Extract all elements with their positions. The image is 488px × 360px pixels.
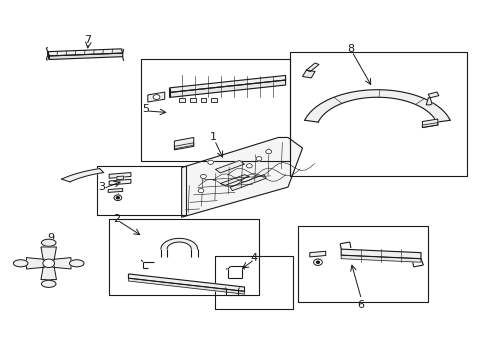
Circle shape bbox=[265, 149, 271, 154]
Circle shape bbox=[116, 197, 119, 199]
Polygon shape bbox=[179, 98, 184, 102]
Circle shape bbox=[313, 259, 322, 265]
Polygon shape bbox=[161, 238, 197, 249]
Ellipse shape bbox=[13, 260, 28, 267]
Polygon shape bbox=[26, 258, 49, 269]
Text: 4: 4 bbox=[250, 253, 257, 263]
Text: 9: 9 bbox=[47, 234, 55, 243]
Text: 1: 1 bbox=[209, 132, 216, 143]
Polygon shape bbox=[174, 143, 193, 149]
Polygon shape bbox=[169, 80, 285, 98]
Polygon shape bbox=[49, 53, 122, 59]
Circle shape bbox=[114, 195, 122, 201]
Polygon shape bbox=[41, 247, 56, 263]
Text: 5: 5 bbox=[142, 104, 148, 114]
Polygon shape bbox=[309, 251, 325, 257]
Polygon shape bbox=[341, 255, 420, 262]
Polygon shape bbox=[426, 98, 431, 105]
Polygon shape bbox=[422, 119, 437, 127]
Polygon shape bbox=[302, 70, 314, 78]
Polygon shape bbox=[215, 161, 244, 173]
Text: 7: 7 bbox=[83, 35, 91, 45]
Circle shape bbox=[207, 160, 213, 165]
Polygon shape bbox=[189, 98, 195, 102]
Ellipse shape bbox=[69, 260, 84, 267]
Polygon shape bbox=[220, 175, 249, 185]
Polygon shape bbox=[174, 138, 193, 150]
Polygon shape bbox=[48, 49, 122, 56]
Polygon shape bbox=[61, 168, 103, 182]
Polygon shape bbox=[128, 278, 244, 294]
Ellipse shape bbox=[41, 239, 56, 246]
Polygon shape bbox=[304, 90, 449, 122]
Polygon shape bbox=[109, 179, 131, 185]
Polygon shape bbox=[181, 138, 302, 217]
Polygon shape bbox=[109, 172, 131, 178]
Circle shape bbox=[153, 95, 160, 100]
Text: 6: 6 bbox=[356, 300, 363, 310]
Ellipse shape bbox=[41, 280, 56, 287]
Circle shape bbox=[316, 261, 319, 263]
Polygon shape bbox=[229, 175, 265, 191]
Text: 8: 8 bbox=[346, 44, 354, 54]
Text: 3: 3 bbox=[98, 182, 105, 192]
Polygon shape bbox=[117, 176, 123, 180]
Polygon shape bbox=[422, 123, 437, 127]
Circle shape bbox=[200, 174, 206, 179]
Polygon shape bbox=[48, 52, 49, 59]
Polygon shape bbox=[41, 263, 56, 280]
Polygon shape bbox=[147, 92, 164, 102]
Circle shape bbox=[198, 189, 203, 193]
Polygon shape bbox=[427, 92, 438, 98]
Circle shape bbox=[246, 164, 252, 168]
Text: 2: 2 bbox=[113, 214, 120, 224]
Polygon shape bbox=[341, 249, 420, 259]
Polygon shape bbox=[306, 63, 318, 72]
Polygon shape bbox=[200, 98, 206, 102]
Polygon shape bbox=[211, 98, 217, 102]
Circle shape bbox=[256, 157, 262, 161]
Polygon shape bbox=[49, 258, 71, 269]
Polygon shape bbox=[128, 274, 244, 291]
Polygon shape bbox=[169, 76, 285, 93]
Circle shape bbox=[43, 259, 54, 267]
Polygon shape bbox=[108, 189, 122, 192]
